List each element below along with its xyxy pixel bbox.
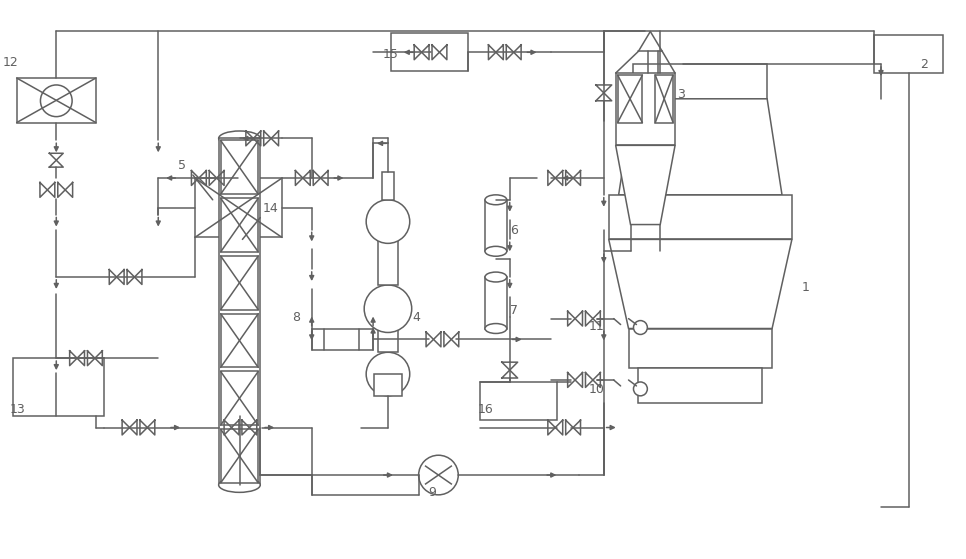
Bar [220,256,258,310]
Ellipse shape [485,272,507,282]
Bar [378,318,398,352]
Circle shape [364,285,412,333]
Polygon shape [609,239,792,329]
Text: 11: 11 [589,320,605,334]
Polygon shape [618,99,782,195]
Bar [615,73,675,145]
Ellipse shape [218,131,260,146]
Bar [874,35,944,73]
Ellipse shape [218,477,260,492]
Bar [220,371,258,425]
Text: 5: 5 [178,159,186,172]
Ellipse shape [485,247,507,256]
Circle shape [366,200,410,243]
Bar [382,172,394,200]
Bar [617,75,642,122]
Bar [220,429,258,483]
Text: 3: 3 [677,88,685,101]
Bar [312,329,373,350]
Bar [634,64,767,99]
Bar [655,75,673,122]
Polygon shape [615,145,675,225]
Bar [639,368,762,403]
Bar [13,358,103,416]
Bar [629,329,772,368]
Text: 13: 13 [10,402,25,416]
Bar [220,314,258,367]
Circle shape [366,352,410,396]
Bar [195,178,282,238]
Text: 4: 4 [412,311,420,324]
Circle shape [418,455,458,495]
Text: 8: 8 [292,311,299,324]
Bar [378,230,398,285]
Text: 15: 15 [383,48,399,61]
Bar [485,200,507,252]
Text: 12: 12 [3,56,18,69]
Text: 7: 7 [510,304,518,316]
Bar [218,139,260,485]
Ellipse shape [485,195,507,205]
Bar [485,277,507,329]
Text: 16: 16 [478,402,494,416]
Ellipse shape [485,324,507,334]
Bar [391,34,469,71]
Bar [480,382,557,420]
Text: 10: 10 [589,383,605,396]
Bar [220,140,258,194]
Bar [609,195,792,239]
Bar [16,78,96,122]
Circle shape [634,382,647,396]
Bar [374,374,402,396]
Text: 1: 1 [802,281,810,294]
Text: 6: 6 [510,224,518,238]
Text: 14: 14 [262,202,278,215]
Circle shape [41,85,72,117]
Text: 2: 2 [921,58,928,71]
Circle shape [634,321,647,334]
Bar [220,198,258,252]
Text: 9: 9 [429,486,437,499]
